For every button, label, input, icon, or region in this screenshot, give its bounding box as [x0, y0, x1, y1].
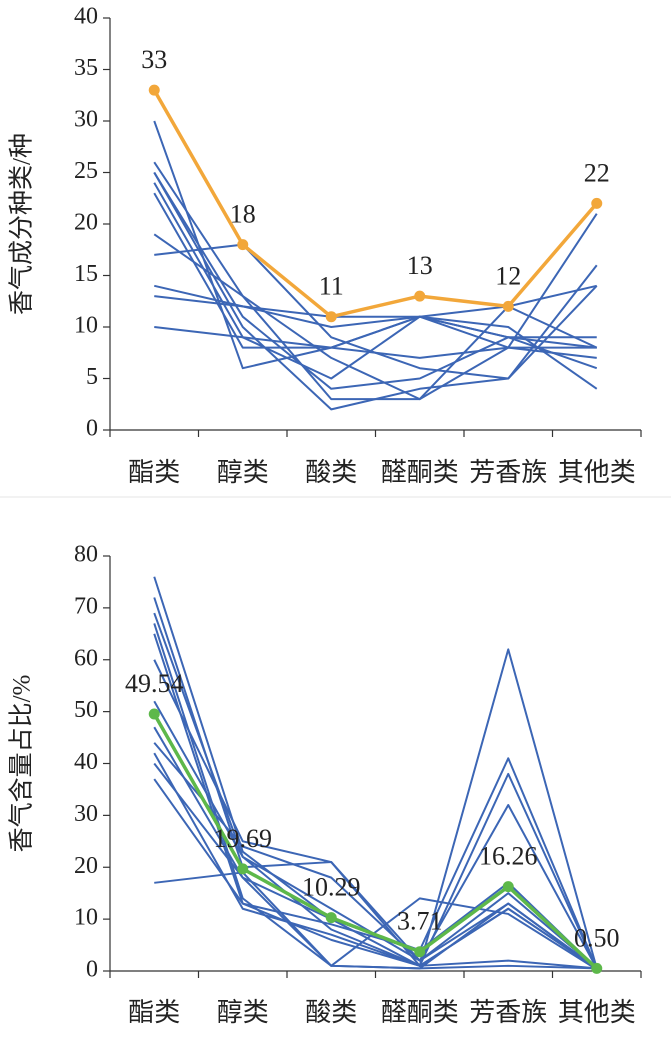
y-axis-title: 香气成分种类/种	[8, 133, 36, 315]
y-tick-label: 80	[74, 542, 98, 568]
line	[152, 713, 598, 970]
line	[153, 612, 598, 969]
y-tick-label: 60	[74, 645, 98, 671]
y-tick-label: 50	[74, 697, 98, 723]
y-tick-label: 10	[74, 313, 98, 339]
x-tick-label: 酯类	[128, 458, 180, 487]
line	[154, 326, 597, 359]
marker	[237, 239, 249, 251]
x-tick-label: 芳香族	[469, 458, 547, 487]
y-tick-label: 10	[74, 905, 98, 931]
x-tick-label: 醇类	[217, 458, 269, 487]
marker	[414, 290, 426, 302]
line	[153, 172, 598, 411]
line	[153, 192, 597, 359]
data-label: 49.54	[125, 669, 184, 698]
y-tick-label: 30	[74, 107, 98, 133]
y-tick-label: 40	[74, 4, 98, 30]
line	[153, 576, 598, 970]
data-label: 16.26	[479, 842, 538, 871]
x-tick-label: 其他类	[558, 458, 636, 487]
x-tick-label: 酯类	[128, 998, 180, 1027]
marker	[502, 881, 514, 893]
line	[153, 233, 597, 401]
line	[154, 295, 598, 390]
line	[153, 171, 598, 390]
x-tick-label: 酸类	[305, 458, 357, 487]
y-tick-label: 15	[74, 261, 98, 287]
line	[154, 284, 598, 349]
data-label: 11	[319, 272, 344, 301]
data-label: 18	[230, 200, 256, 229]
y-tick-label: 70	[74, 593, 98, 619]
marker	[237, 863, 249, 875]
y-tick-label: 35	[74, 55, 98, 81]
marker	[148, 84, 160, 96]
y-tick-label: 30	[74, 801, 98, 827]
x-tick-label: 醛酮类	[381, 458, 459, 487]
marker	[591, 962, 603, 974]
y-tick-label: 0	[86, 416, 98, 442]
data-label: 10.29	[302, 873, 361, 902]
y-tick-label: 5	[86, 364, 98, 390]
x-tick-label: 醇类	[217, 998, 269, 1027]
line	[153, 659, 598, 969]
line	[153, 778, 597, 970]
data-label: 3.71	[397, 907, 443, 936]
marker	[325, 912, 337, 924]
y-tick-label: 40	[74, 749, 98, 775]
marker	[502, 300, 514, 312]
data-label: 0.50	[574, 923, 620, 952]
data-label: 13	[407, 251, 433, 280]
data-label: 19.69	[214, 824, 273, 853]
line	[152, 89, 599, 319]
marker	[591, 197, 603, 209]
marker	[414, 946, 426, 958]
marker	[148, 708, 160, 720]
line	[153, 742, 598, 970]
data-label: 22	[584, 158, 610, 187]
y-tick-label: 25	[74, 158, 98, 184]
y-tick-label: 20	[74, 210, 98, 236]
x-tick-label: 芳香族	[469, 998, 547, 1027]
marker	[325, 311, 337, 323]
data-label: 12	[495, 261, 521, 290]
y-axis-title: 香气含量占比/%	[8, 675, 36, 853]
x-tick-label: 醛酮类	[381, 998, 459, 1027]
line	[154, 871, 597, 970]
x-tick-label: 其他类	[558, 998, 636, 1027]
y-tick-label: 20	[74, 853, 98, 879]
x-tick-label: 酸类	[305, 998, 357, 1027]
y-tick-label: 0	[86, 957, 98, 983]
data-label: 33	[141, 45, 167, 74]
line	[154, 243, 598, 380]
